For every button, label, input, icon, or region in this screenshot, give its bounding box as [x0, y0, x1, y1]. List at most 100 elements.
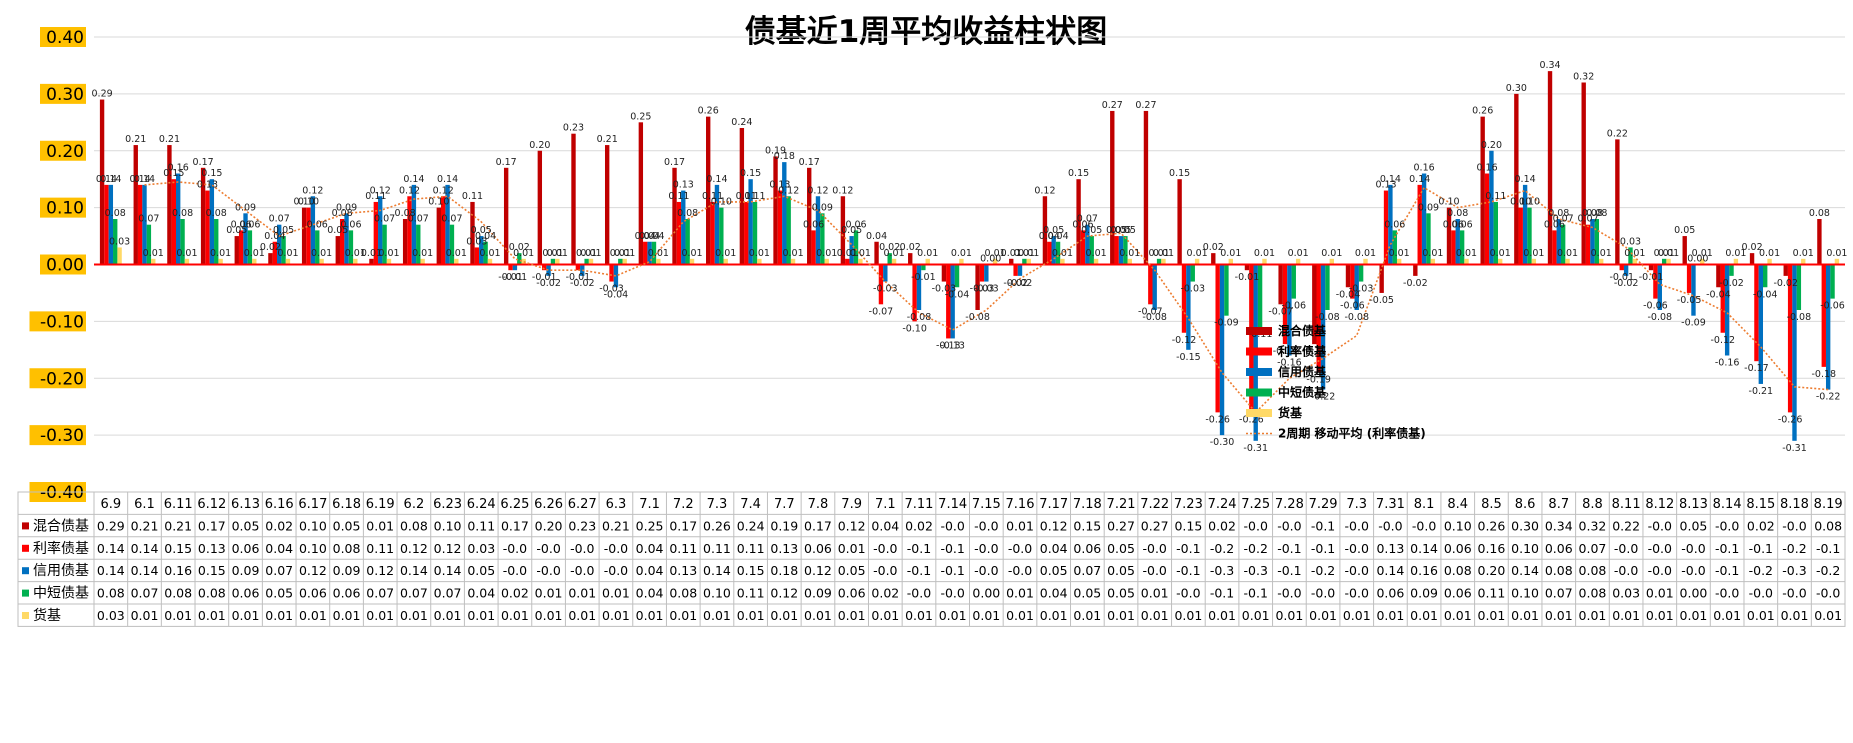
data-label: 0.01 — [446, 248, 467, 259]
table-header-cell: 8.1 — [1414, 497, 1435, 512]
data-label: 0.07 — [408, 214, 429, 225]
y-tick-label: 0.30 — [46, 85, 84, 105]
data-label: -0.01 — [911, 272, 936, 283]
bar — [954, 264, 960, 288]
table-cell: -0.0 — [1614, 563, 1638, 578]
table-cell: -0.0 — [1715, 586, 1739, 601]
table-cell: 0.06 — [232, 541, 260, 556]
bar — [113, 219, 118, 265]
table-cell: 0.04 — [636, 586, 664, 601]
table-cell: 0.01 — [1376, 608, 1404, 623]
table-cell: 0.14 — [131, 563, 159, 578]
bar — [268, 253, 273, 265]
table-cell: 0.08 — [1444, 563, 1472, 578]
data-label: 0.08 — [1586, 208, 1607, 219]
data-label: 0.06 — [1452, 219, 1473, 230]
table-header-cell: 8.14 — [1713, 497, 1742, 512]
bar — [1729, 264, 1734, 276]
bar — [1628, 247, 1633, 265]
table-header-cell: 8.11 — [1612, 497, 1641, 512]
data-label: -0.15 — [1176, 352, 1201, 363]
data-label: 0.09 — [1418, 202, 1439, 213]
table-cell: 0.11 — [1478, 586, 1506, 601]
table-cell: -0.0 — [1277, 586, 1301, 601]
table-cell: 0.01 — [972, 608, 1000, 623]
data-label: 0.01 — [951, 248, 972, 259]
bar — [339, 219, 345, 265]
table-cell: 0.16 — [1478, 541, 1506, 556]
data-label: -0.13 — [940, 340, 965, 351]
table-cell: 0.05 — [333, 518, 361, 533]
table-cell: 0.01 — [1006, 518, 1034, 533]
bar — [1767, 258, 1772, 265]
bar — [517, 253, 522, 265]
data-label: 0.13 — [1375, 180, 1396, 191]
bar — [672, 167, 677, 265]
data-label: -0.03 — [599, 284, 624, 295]
bar — [604, 145, 610, 265]
data-label: 0.06 — [1072, 219, 1093, 230]
data-label: 0.09 — [235, 202, 256, 213]
table-cell: -0.0 — [1277, 518, 1301, 533]
table-cell: 0.30 — [1511, 518, 1539, 533]
bar — [1186, 264, 1191, 350]
table-cell: 0.01 — [501, 608, 529, 623]
bar — [883, 264, 888, 282]
table-cell: 0.07 — [1545, 586, 1573, 601]
bar — [1480, 116, 1485, 265]
data-label: 0.14 — [130, 174, 151, 185]
bar — [285, 258, 291, 265]
table-cell: 0.09 — [333, 563, 361, 578]
data-label: 0.02 — [1741, 242, 1762, 253]
bar — [1518, 207, 1523, 265]
table-cell: 0.08 — [1579, 563, 1607, 578]
data-label: 0.01 — [412, 248, 433, 259]
table-cell: -0.1 — [1715, 563, 1739, 578]
table-header-cell: 7.22 — [1140, 497, 1169, 512]
data-label: 0.05 — [226, 225, 247, 236]
data-label: 0.02 — [509, 242, 530, 253]
data-label: 0.01 — [143, 248, 164, 259]
table-cell: 0.01 — [770, 608, 798, 623]
bar — [445, 184, 450, 265]
table-cell: 0.11 — [669, 541, 697, 556]
table-cell: -0.0 — [1008, 541, 1032, 556]
bar — [344, 213, 349, 265]
data-label: 0.10 — [1438, 197, 1459, 208]
table-cell: -0.0 — [1782, 586, 1806, 601]
bar — [353, 258, 358, 265]
bar — [234, 236, 239, 265]
table-cell: 0.01 — [1747, 608, 1775, 623]
bar — [1262, 258, 1267, 265]
data-label: 0.09 — [812, 202, 833, 213]
table-cell: 0.01 — [939, 608, 967, 623]
table-cell: -0.2 — [1311, 563, 1335, 578]
data-label: -0.08 — [1344, 312, 1369, 323]
data-label: 0.17 — [799, 157, 820, 168]
bar — [941, 264, 947, 282]
bar — [1042, 196, 1048, 265]
data-label: -0.31 — [1782, 443, 1807, 454]
table-cell: 0.08 — [333, 541, 361, 556]
table-cell: 0.01 — [1006, 608, 1034, 623]
table-cell: 0.11 — [467, 518, 495, 533]
table-header-cell: 6.25 — [500, 497, 529, 512]
table-cell: 0.01 — [1309, 608, 1337, 623]
data-label: 0.11 — [744, 191, 765, 202]
bar — [1834, 258, 1840, 265]
table-cell: 0.06 — [333, 586, 361, 601]
table-cell: 0.06 — [232, 586, 260, 601]
data-label: 0.12 — [433, 185, 454, 196]
bar — [537, 150, 543, 265]
table-header-cell: 7.18 — [1073, 497, 1102, 512]
table-cell: 0.02 — [501, 586, 529, 601]
bar — [1085, 224, 1090, 265]
data-label: 0.14 — [100, 174, 121, 185]
bar — [1657, 264, 1662, 310]
legend-swatch — [1246, 409, 1272, 417]
data-label: -0.06 — [1281, 301, 1306, 312]
bar — [1599, 258, 1604, 265]
bar — [757, 258, 762, 265]
table-header-cell: 7.11 — [905, 497, 934, 512]
